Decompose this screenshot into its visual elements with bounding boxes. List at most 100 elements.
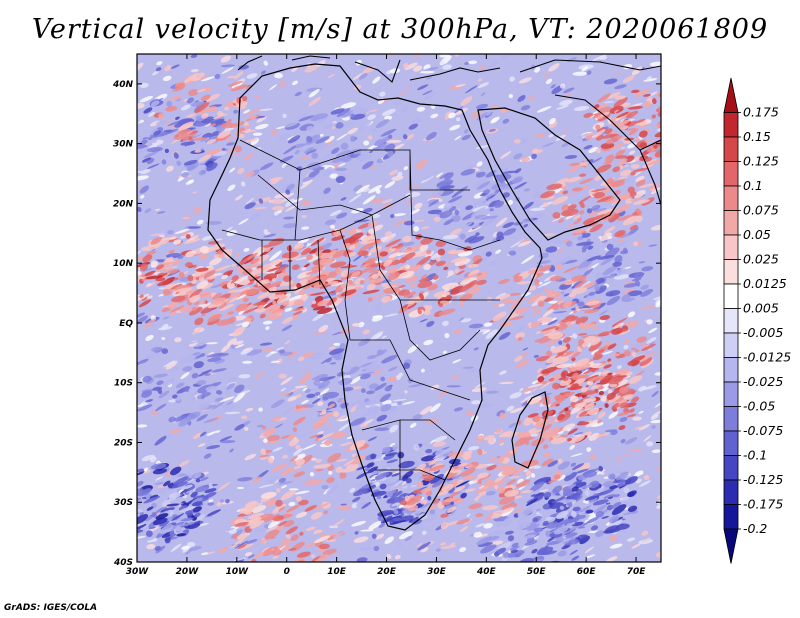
texture-cell [221, 344, 231, 353]
positive-velocity-cell [301, 266, 307, 271]
negative-velocity-cell [523, 521, 540, 530]
negative-velocity-cell [380, 482, 397, 492]
texture-cell [259, 342, 273, 346]
positive-velocity-cell [532, 415, 541, 423]
positive-velocity-cell [618, 330, 631, 336]
negative-velocity-cell [602, 480, 617, 488]
positive-velocity-cell [660, 85, 671, 95]
positive-velocity-cell [266, 498, 277, 507]
negative-velocity-cell [137, 530, 146, 540]
texture-cell [240, 347, 253, 355]
positive-velocity-cell [242, 317, 253, 322]
negative-velocity-cell [615, 523, 630, 530]
texture-cell [381, 108, 396, 116]
negative-velocity-cell [182, 484, 193, 490]
texture-cell [305, 370, 310, 373]
positive-velocity-cell [323, 510, 329, 515]
negative-velocity-cell [460, 168, 476, 176]
texture-cell [589, 454, 597, 460]
positive-velocity-cell [413, 463, 427, 473]
positive-velocity-cell [636, 137, 641, 143]
negative-velocity-cell [569, 549, 578, 555]
texture-cell [278, 349, 285, 354]
colorbar-swatch [723, 332, 739, 358]
negative-velocity-cell [159, 524, 174, 535]
texture-cell [229, 448, 234, 453]
lon-tick-label: 50E [527, 567, 547, 577]
texture-cell [597, 411, 606, 419]
texture-cell [283, 192, 295, 199]
positive-velocity-cell [562, 336, 571, 343]
texture-cell [273, 211, 279, 216]
texture-cell [646, 336, 657, 344]
positive-velocity-cell [630, 171, 636, 176]
texture-cell [280, 387, 286, 392]
positive-velocity-cell [651, 188, 656, 192]
positive-velocity-cell [613, 213, 620, 220]
texture-cell [498, 331, 511, 340]
texture-cell [483, 322, 493, 327]
positive-velocity-cell [449, 491, 459, 498]
lat-tick-label: 30N [113, 140, 134, 150]
negative-velocity-cell [137, 523, 147, 532]
positive-velocity-cell [556, 263, 563, 271]
positive-velocity-cell [254, 307, 266, 313]
positive-velocity-cell [168, 249, 175, 254]
positive-velocity-cell [675, 111, 693, 124]
negative-velocity-cell [294, 161, 299, 165]
negative-velocity-cell [601, 275, 612, 279]
negative-velocity-cell [335, 122, 344, 129]
texture-cell [416, 542, 423, 548]
texture-cell [137, 424, 148, 428]
texture-cell [192, 191, 197, 194]
positive-velocity-cell [600, 232, 612, 242]
negative-velocity-cell [166, 503, 179, 507]
positive-velocity-cell [191, 137, 208, 141]
positive-velocity-cell [473, 476, 483, 482]
texture-cell [199, 431, 207, 437]
positive-velocity-cell [265, 314, 283, 320]
positive-velocity-cell [398, 289, 411, 296]
negative-velocity-cell [576, 241, 594, 246]
negative-velocity-cell [370, 490, 387, 497]
texture-cell [267, 476, 279, 485]
positive-velocity-cell [539, 265, 552, 272]
texture-cell [471, 387, 487, 393]
texture-cell [519, 238, 532, 243]
positive-velocity-cell [555, 403, 560, 407]
positive-velocity-cell [526, 293, 542, 304]
texture-cell [149, 233, 166, 236]
positive-velocity-cell [541, 458, 554, 467]
positive-velocity-cell [573, 220, 580, 225]
positive-velocity-cell [473, 495, 482, 501]
texture-cell [529, 444, 537, 450]
negative-velocity-cell [374, 471, 390, 481]
negative-velocity-cell [342, 365, 352, 373]
negative-velocity-cell [196, 394, 202, 400]
texture-cell [555, 105, 569, 110]
texture-cell [224, 527, 235, 532]
negative-velocity-cell [543, 491, 552, 499]
negative-velocity-cell [195, 341, 205, 348]
positive-velocity-cell [645, 159, 661, 166]
positive-velocity-cell [572, 187, 583, 192]
positive-velocity-cell [259, 313, 266, 319]
positive-velocity-cell [205, 148, 223, 155]
positive-velocity-cell [253, 552, 265, 559]
negative-velocity-cell [546, 521, 559, 529]
positive-velocity-cell [436, 490, 449, 496]
negative-velocity-cell [381, 354, 398, 364]
negative-velocity-cell [594, 271, 603, 279]
negative-velocity-cell [627, 505, 638, 512]
positive-velocity-cell [295, 458, 306, 466]
positive-velocity-cell [592, 353, 603, 361]
colorbar-swatch [723, 136, 739, 162]
negative-velocity-cell [623, 511, 637, 516]
negative-velocity-cell [214, 358, 226, 364]
texture-cell [284, 339, 291, 345]
positive-velocity-cell [173, 287, 190, 293]
positive-velocity-cell [526, 396, 542, 405]
texture-cell [508, 286, 513, 291]
texture-cell [550, 84, 556, 89]
negative-velocity-cell [146, 530, 153, 538]
